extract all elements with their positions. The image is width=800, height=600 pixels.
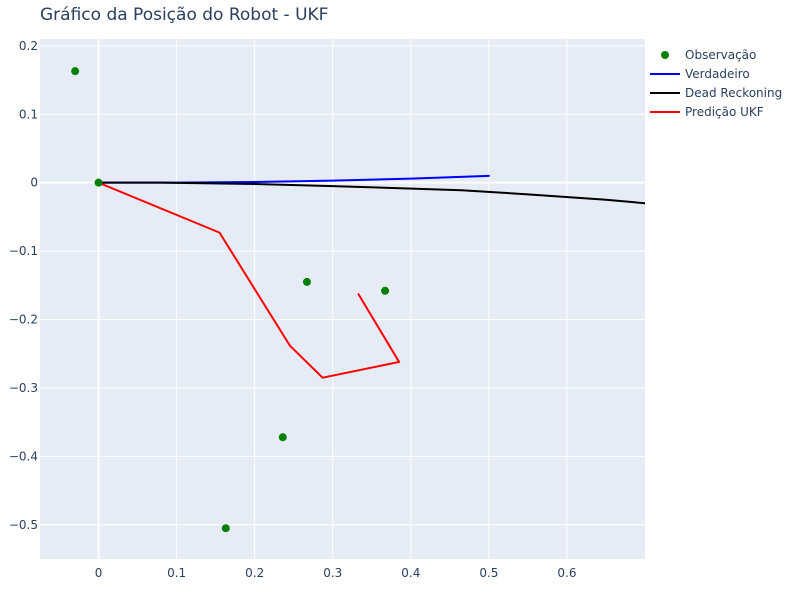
legend-label: Verdadeiro <box>685 67 750 81</box>
observation-point <box>94 178 103 187</box>
chart-title: Gráfico da Posição do Robot - UKF <box>40 5 328 25</box>
y-tick-label: −0.3 <box>9 381 38 395</box>
legend-label: Dead Reckoning <box>685 86 782 100</box>
series-line-3 <box>97 181 401 379</box>
observation-point <box>278 433 287 442</box>
data-layer <box>71 67 645 533</box>
legend-marker <box>661 51 669 59</box>
y-tick-label: −0.1 <box>9 244 38 258</box>
legend-label: Predição UKF <box>685 105 764 119</box>
x-tick-label: 0.6 <box>557 566 576 580</box>
plot-area: 0 0.1 0.2 0.3 0.4 0.5 0.6 0.2 0.1 0 −0.1 −0.2 −0.3 −0… <box>9 39 645 580</box>
y-tick-label: 0.2 <box>19 39 38 53</box>
x-tick-label: 0 <box>95 566 103 580</box>
legend: Observação Verdadeiro Dead Reckoning Prediç… <box>650 48 782 119</box>
x-tick-label: 0.5 <box>479 566 498 580</box>
observation-point <box>381 286 390 295</box>
series-line-2 <box>97 181 645 205</box>
y-tick-label: 0.1 <box>19 107 38 121</box>
x-tick-label: 0.1 <box>167 566 186 580</box>
legend-label: Observação <box>685 48 756 62</box>
x-tick-label: 0.2 <box>245 566 264 580</box>
y-tick-label: −0.5 <box>9 518 38 532</box>
x-tick-label: 0.4 <box>401 566 420 580</box>
y-tick-label: 0 <box>30 176 38 190</box>
y-tick-label: −0.4 <box>9 449 38 463</box>
x-tick-label: 0.3 <box>323 566 342 580</box>
observation-point <box>71 67 80 76</box>
y-tick-label: −0.2 <box>9 313 38 327</box>
observation-point <box>302 277 311 286</box>
observation-point <box>221 524 230 533</box>
plot-background <box>40 39 645 559</box>
